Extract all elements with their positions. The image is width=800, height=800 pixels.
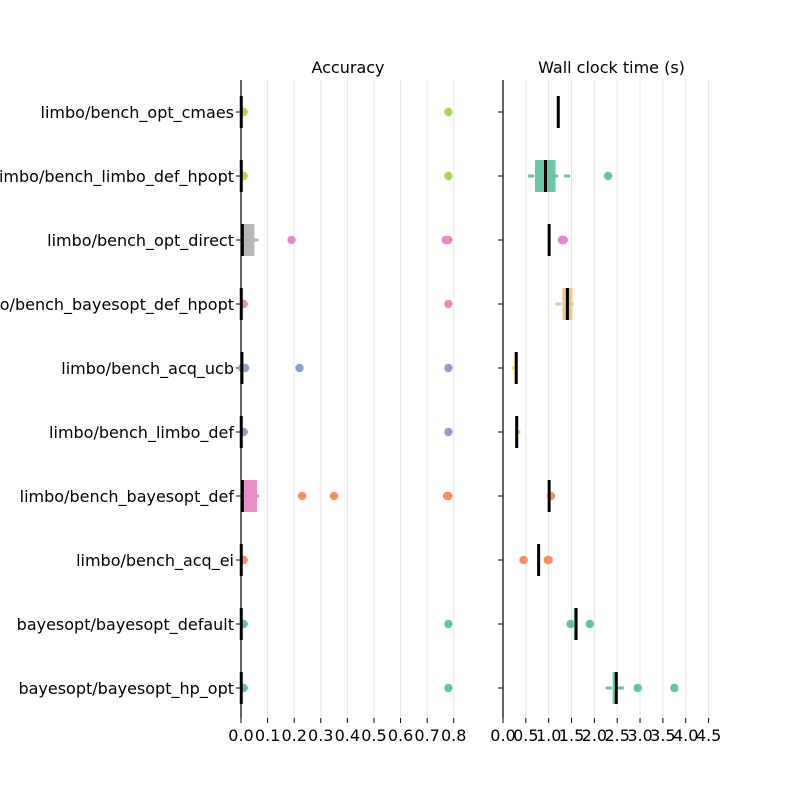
box-group [519,544,553,576]
panel-title: Wall clock time (s) [538,58,685,77]
box-group [240,480,453,512]
x-tick-label: 0.1 [255,726,280,745]
outlier-point [444,363,453,373]
box [241,480,257,512]
outlier-point [585,619,594,629]
x-tick-label: 0.0 [490,726,515,745]
outlier-point [444,171,453,181]
box-group [239,160,453,192]
row-label: limbo/bench_acq_ei [76,551,234,571]
outlier-point [287,235,296,245]
row-label: limbo/bench_opt_cmaes [41,103,234,123]
box-group [566,608,594,640]
x-tick-label: 1.5 [559,726,584,745]
row-label: limbo/bench_bayesopt_def_hpopt [0,295,234,315]
outlier-point [295,363,304,373]
x-tick-label: 0.5 [513,726,538,745]
panel-title: Accuracy [311,58,384,77]
box-group [512,352,524,384]
row-label: bayesopt/bayesopt_hp_opt [18,679,234,699]
x-tick-label: 0.7 [414,726,439,745]
box-group [556,96,560,128]
outlier-point [633,683,642,693]
outlier-point [566,619,575,629]
outlier-point [444,107,453,117]
x-tick-label: 2.0 [582,726,607,745]
outlier-point [444,235,453,245]
box-group [239,608,453,640]
outlier-point [519,555,528,565]
outlier-point [559,235,568,245]
outlier-point [670,683,679,693]
x-tick-label: 0.6 [388,726,413,745]
outlier-point [444,619,453,629]
box-group [546,480,556,512]
x-tick-label: 4.5 [696,726,721,745]
box [241,224,255,256]
box-group [528,160,613,192]
x-tick-label: 1.0 [536,726,561,745]
outlier-point [329,491,339,501]
x-tick-label: 0.4 [335,726,360,745]
box-group [239,96,453,128]
x-tick-label: 0.8 [441,726,466,745]
box-group [239,544,248,576]
outlier-point [603,171,613,181]
x-tick-label: 3.0 [627,726,652,745]
row-label: limbo/bench_acq_ucb [61,359,234,379]
box-group [515,416,521,448]
box-group [238,352,453,384]
row-label: limbo/bench_limbo_def_hpopt [0,167,234,187]
box-group [555,288,579,320]
outlier-point [444,491,453,501]
outlier-point [444,427,453,437]
x-tick-label: 3.5 [650,726,675,745]
x-tick-label: 0.5 [361,726,386,745]
outlier-point [297,491,307,501]
box-group [605,672,679,704]
row-label: limbo/bench_opt_direct [47,231,234,251]
x-tick-label: 0.0 [228,726,253,745]
x-tick-label: 2.5 [604,726,629,745]
outlier-point [544,555,553,565]
outlier-point [444,683,453,693]
outlier-point [444,299,453,309]
x-tick-label: 4.0 [673,726,698,745]
box-group [547,224,568,256]
box-group [240,224,453,256]
box-group [239,416,453,448]
x-tick-label: 0.2 [281,726,306,745]
x-tick-label: 0.3 [308,726,333,745]
row-label: limbo/bench_bayesopt_def [20,487,235,507]
box-group [239,288,453,320]
row-label: limbo/bench_limbo_def [49,423,234,443]
row-label: bayesopt/bayesopt_default [17,615,234,635]
box-group [239,672,453,704]
